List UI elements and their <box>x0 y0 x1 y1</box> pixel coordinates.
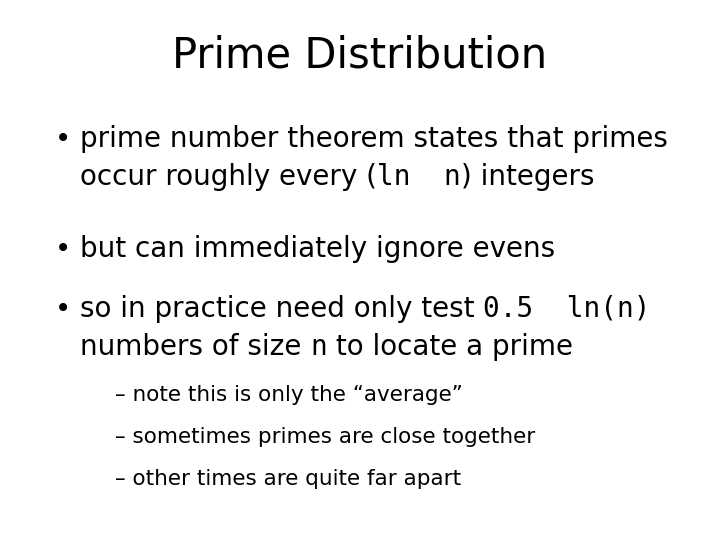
Text: •: • <box>55 235 71 263</box>
Text: occur roughly every (: occur roughly every ( <box>80 163 377 191</box>
Text: •: • <box>55 295 71 323</box>
Text: •: • <box>55 125 71 153</box>
Text: so in practice need only test: so in practice need only test <box>80 295 483 323</box>
Text: Prime Distribution: Prime Distribution <box>172 35 548 77</box>
Text: but can immediately ignore evens: but can immediately ignore evens <box>80 235 555 263</box>
Text: prime number theorem states that primes: prime number theorem states that primes <box>80 125 668 153</box>
Text: ln  n: ln n <box>377 163 461 191</box>
Text: – note this is only the “average”: – note this is only the “average” <box>115 385 463 405</box>
Text: numbers of size: numbers of size <box>80 333 310 361</box>
Text: 0.5  ln(n): 0.5 ln(n) <box>483 295 651 323</box>
Text: – sometimes primes are close together: – sometimes primes are close together <box>115 427 535 447</box>
Text: ) integers: ) integers <box>461 163 594 191</box>
Text: to locate a prime: to locate a prime <box>327 333 573 361</box>
Text: – other times are quite far apart: – other times are quite far apart <box>115 469 461 489</box>
Text: n: n <box>310 333 327 361</box>
